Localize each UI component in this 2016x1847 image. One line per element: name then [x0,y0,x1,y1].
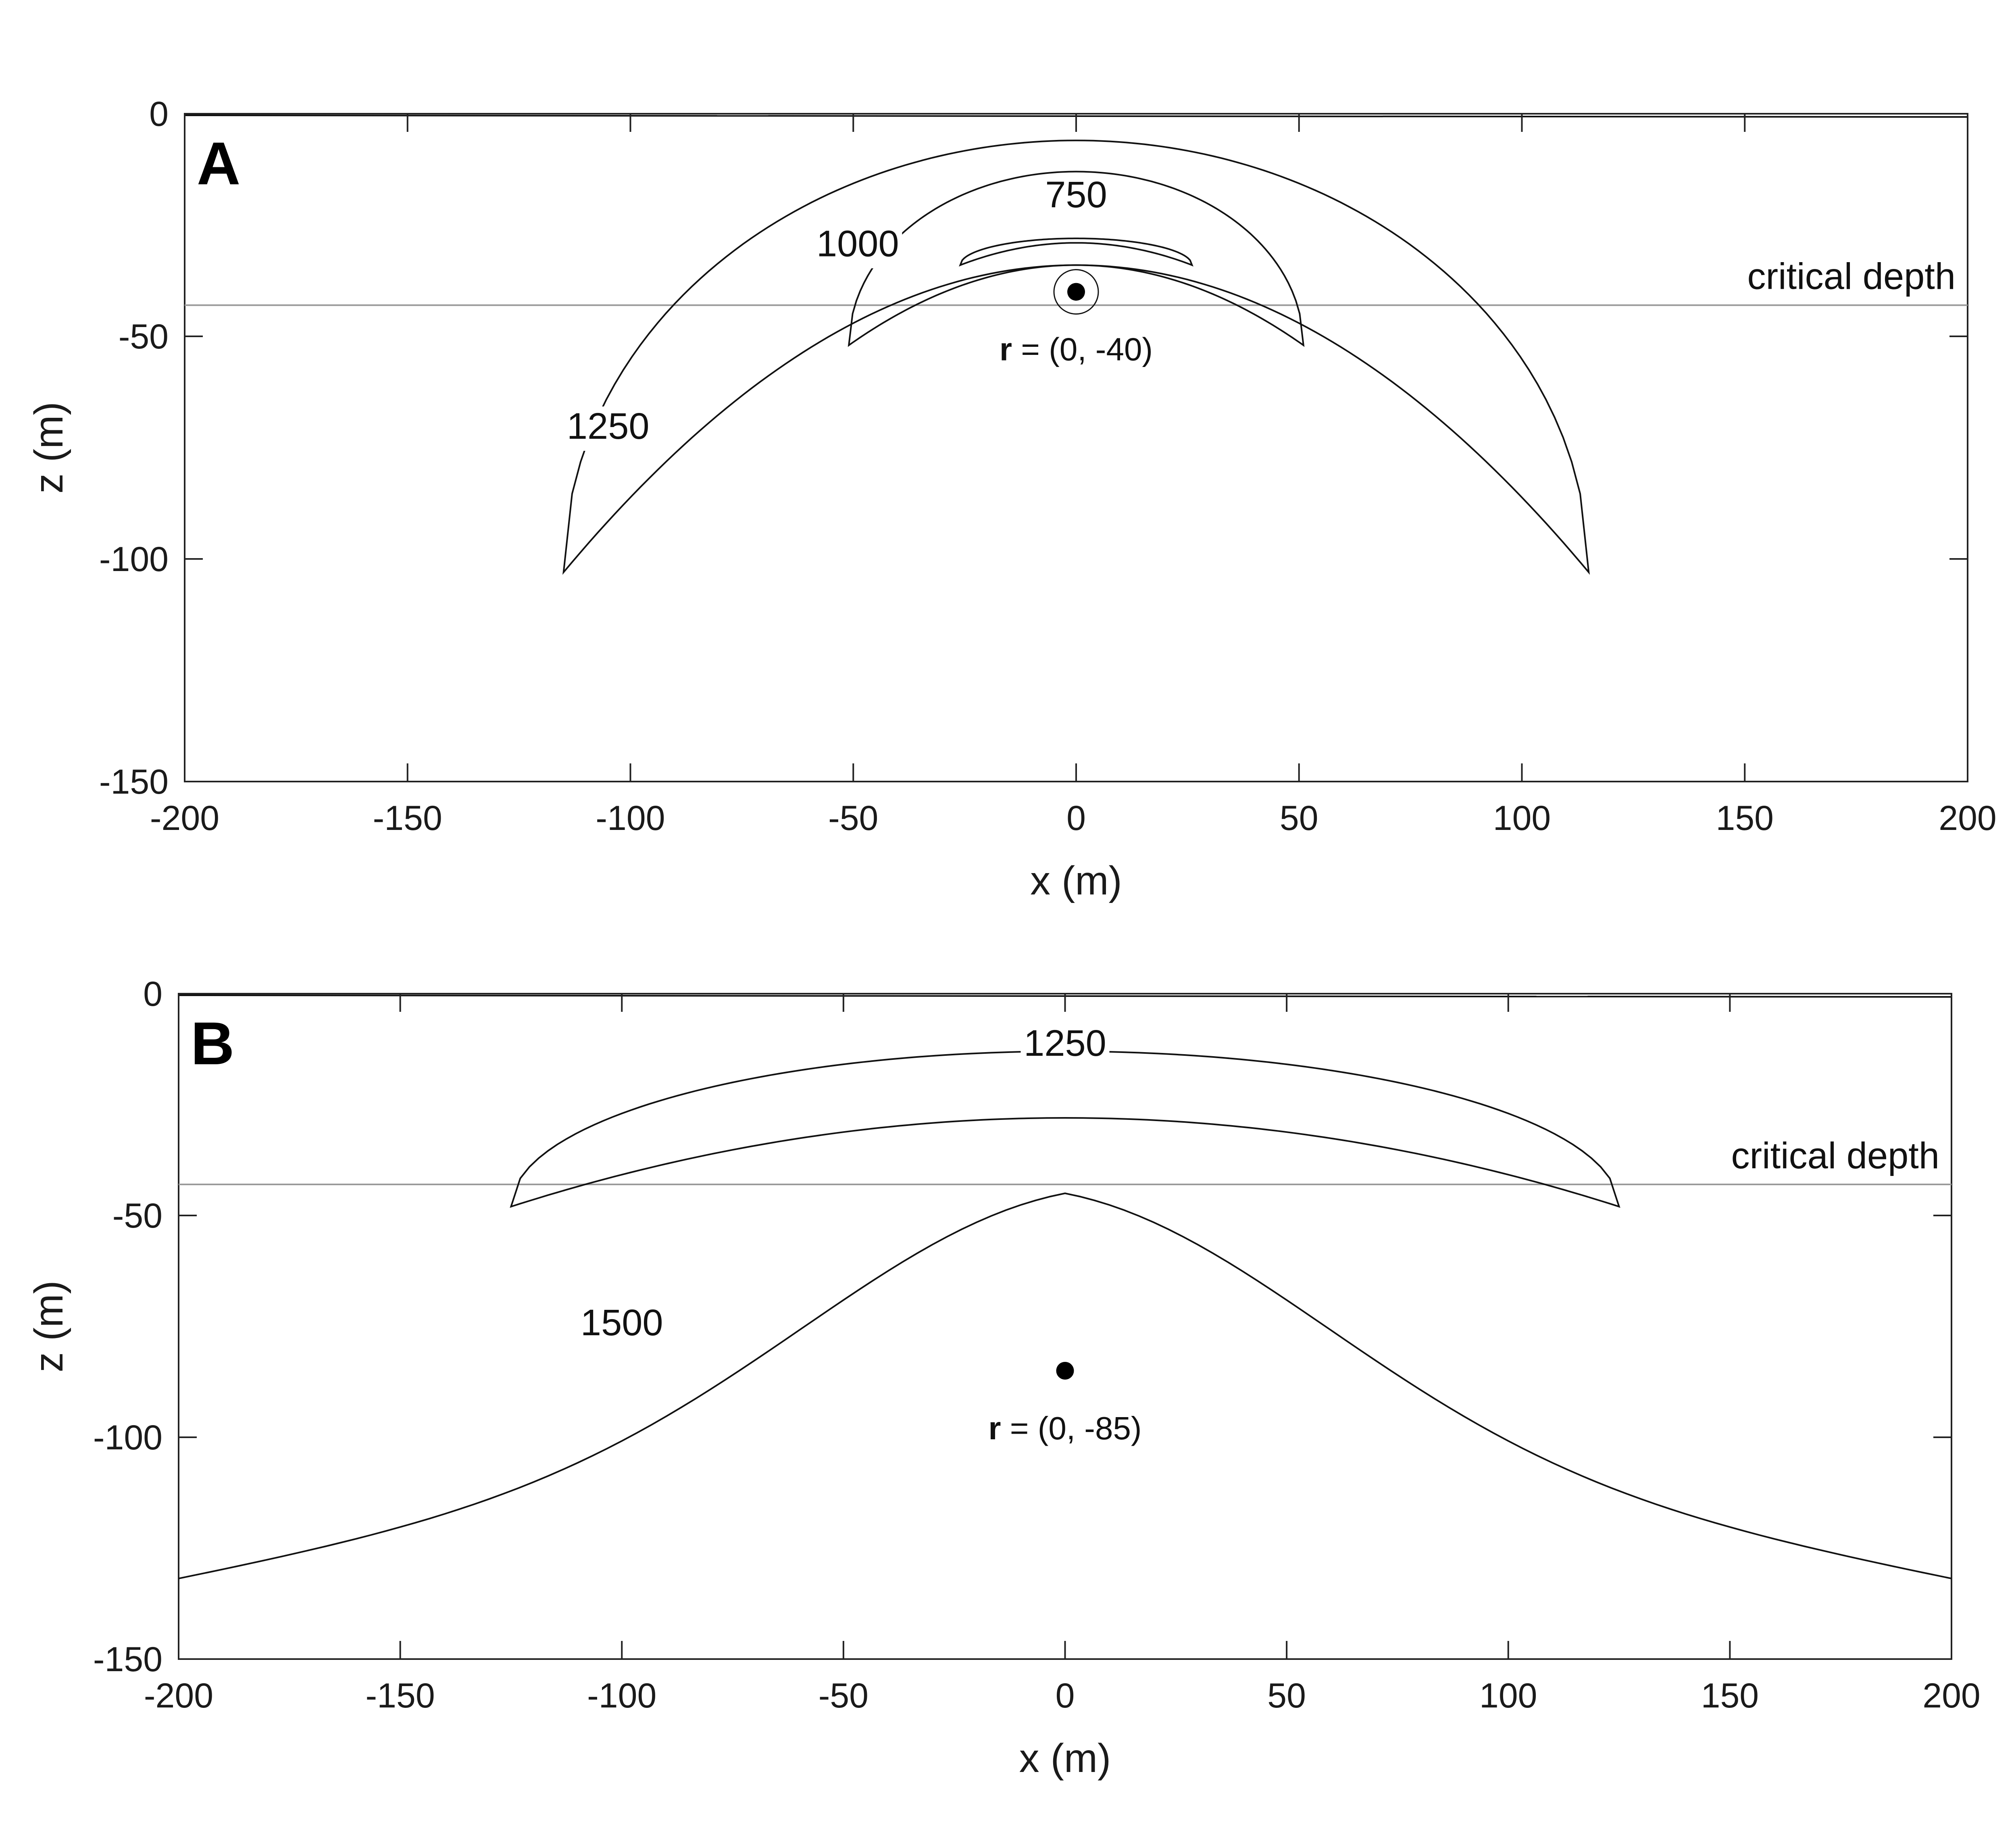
x-tick-label: -200 [144,1676,213,1715]
point-label-coords: = (0, -85) [1001,1410,1142,1446]
contour-1000: 1000 [813,171,1305,347]
x-tick-label: -50 [828,799,878,838]
y-tick-label: -50 [112,1197,162,1235]
contour-label: 1000 [816,223,899,264]
x-tick-label: -100 [587,1676,656,1715]
contour-line [848,171,1305,347]
critical-depth-label: critical depth [1731,1135,1939,1176]
point-label-coords: = (0, -40) [1012,331,1153,367]
point-label-symbol: r [988,1410,1001,1446]
contour-label-bg [1032,175,1120,219]
contour-label: 1250 [1024,1023,1106,1064]
contour-line [959,238,1193,267]
y-tick-label: -100 [99,540,169,579]
x-tick-label: -100 [596,799,665,838]
x-axis-label: x (m) [1019,1736,1111,1781]
point-label: r = (0, -85) [988,1410,1141,1446]
contour-1250: 1250 [562,140,1590,575]
point-label: r = (0, -40) [1000,331,1153,367]
contour-label-bg [1020,1024,1110,1068]
x-tick-label: 200 [1922,1676,1981,1715]
x-tick-label: 100 [1493,799,1551,838]
x-tick-label: 0 [1056,1676,1075,1715]
x-tick-label: -150 [366,1676,435,1715]
y-tick-label: -100 [93,1418,162,1457]
y-tick-label: -150 [99,763,169,801]
x-tick-label: 50 [1280,799,1318,838]
critical-depth-label: critical depth [1747,256,1956,297]
x-tick-label: 150 [1701,1676,1759,1715]
x-tick-label: 150 [1716,799,1774,838]
contour-label: 1250 [567,406,650,447]
panel-a: -200 -150 -100 -50 0 50 100 150 2000-50-100-150x… [26,95,1997,903]
contour-1250: 1250 [510,1023,1620,1208]
contour-label: 750 [1045,174,1107,215]
contour-label-bg [564,406,653,451]
panel-label: A [197,129,240,197]
panel-label: B [191,1009,234,1077]
x-tick-label: -50 [818,1676,868,1715]
y-tick-label: 0 [149,95,169,133]
y-tick-label: -150 [93,1640,162,1679]
contour-750: 750 [959,174,1193,267]
y-axis-label: z (m) [26,402,71,494]
contour-label: 1500 [581,1302,663,1343]
y-tick-label: -50 [119,317,169,356]
panel-b: -200 -150 -100 -50 0 50 100 150 2000-50-100-150x… [26,975,1981,1781]
x-tick-label: 0 [1066,799,1086,838]
contour-line [510,1050,1620,1208]
receiver-point [1056,1362,1074,1380]
point-ring [1053,269,1099,315]
point-label-symbol: r [1000,331,1012,367]
x-tick-label: -150 [373,799,442,838]
x-tick-label: 200 [1939,799,1997,838]
x-tick-label: -200 [150,799,219,838]
contour-1500: 1500 [178,1192,1952,1580]
contour-label-bg [577,1303,666,1347]
x-tick-label: 50 [1267,1676,1306,1715]
y-tick-label: 0 [143,975,162,1013]
x-axis-label: x (m) [1030,858,1122,903]
contour-line [178,1192,1952,1580]
x-tick-label: 100 [1479,1676,1537,1715]
receiver-point [1067,283,1085,301]
y-axis-label: z (m) [26,1280,71,1372]
contour-line [562,140,1590,575]
contour-label-bg [813,224,902,269]
